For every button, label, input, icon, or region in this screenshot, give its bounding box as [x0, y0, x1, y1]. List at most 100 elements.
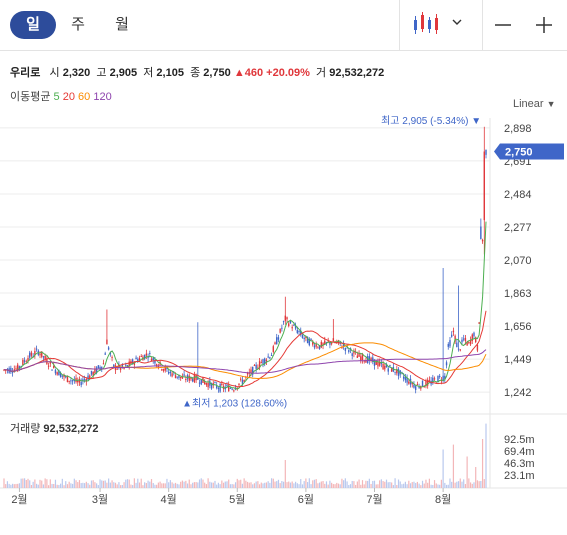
volume-bar	[471, 483, 473, 488]
candle-body	[325, 342, 328, 344]
candle-body	[252, 366, 254, 375]
tab-monthly[interactable]: 월	[115, 16, 129, 33]
price-tick-label: 1,863	[504, 288, 532, 300]
volume-bar	[241, 483, 244, 488]
candle-body	[197, 377, 199, 380]
candle-body	[313, 345, 316, 348]
volume-panel-value: 92,532,272	[43, 423, 98, 435]
ma-line-120	[3, 349, 487, 374]
volume-bar	[432, 484, 434, 488]
volume-bar	[267, 481, 269, 488]
volume-bar	[226, 481, 228, 488]
volume-tick-label: 23.1m	[504, 470, 535, 482]
divider	[399, 0, 400, 50]
volume-bar	[5, 484, 7, 488]
volume-bar	[34, 479, 36, 488]
volume-bar	[355, 484, 357, 488]
volume-bar	[252, 484, 254, 488]
candle-body	[131, 359, 134, 364]
candle-body	[90, 370, 93, 375]
candle-body	[270, 354, 273, 356]
candle-body	[485, 149, 487, 155]
volume-bar	[452, 444, 455, 488]
volume-bar	[468, 478, 470, 488]
candle-body	[466, 341, 468, 346]
candle-body	[207, 382, 209, 388]
volume-bar	[375, 484, 377, 488]
volume-bar	[121, 484, 123, 488]
candle-body	[450, 334, 453, 337]
volume-bar	[305, 478, 307, 488]
volume-bar	[270, 478, 273, 488]
volume-bar	[195, 482, 197, 488]
volume-bar	[406, 484, 408, 488]
candle-body	[303, 338, 305, 340]
tab-daily[interactable]: 일	[10, 11, 56, 39]
candle-body	[219, 384, 221, 392]
candle-body	[171, 373, 173, 377]
volume-bar	[466, 456, 468, 488]
volume-bar	[135, 482, 137, 488]
volume-bar	[418, 483, 420, 488]
chevron-down-icon[interactable]	[452, 19, 462, 25]
volume-bar	[281, 481, 283, 488]
volume-bar	[133, 478, 135, 488]
candle-body	[185, 378, 187, 380]
volume-panel-label: 거래량 92,532,272	[10, 422, 98, 435]
volume-bar	[408, 480, 410, 488]
candle-body	[312, 342, 314, 345]
volume-bar	[212, 482, 214, 488]
candle-body	[35, 348, 38, 350]
candle-body	[425, 380, 427, 387]
scale-mode-toggle[interactable]: Linear ▼	[513, 98, 556, 110]
candle-body	[116, 368, 118, 370]
x-tick-label: 8월	[435, 493, 451, 506]
candle-body	[70, 380, 72, 382]
tab-weekly[interactable]: 주	[71, 16, 85, 33]
candle-body	[330, 343, 333, 345]
volume-bar	[296, 483, 298, 488]
volume-bar	[385, 479, 388, 488]
candle-body	[42, 356, 45, 358]
candle-body	[387, 368, 389, 372]
candle-body	[125, 364, 127, 366]
volume-bar	[202, 479, 204, 488]
volume-bar	[279, 483, 281, 488]
volume-bar	[58, 484, 60, 488]
plus-icon[interactable]	[536, 17, 552, 33]
volume-bar	[3, 478, 5, 488]
price-tick-label: 2,070	[504, 255, 532, 267]
volume-bar	[228, 479, 230, 488]
close-label: 종	[190, 67, 201, 79]
candle-body	[272, 346, 275, 352]
candlestick-icon[interactable]	[414, 12, 438, 34]
candle-body	[203, 381, 206, 385]
candle-body	[437, 375, 439, 382]
x-tick-label: 2월	[11, 493, 27, 506]
open-label: 시	[49, 67, 60, 79]
volume-bar	[169, 480, 171, 488]
volume-bar	[370, 483, 372, 488]
candle-body	[150, 358, 153, 362]
candle-body	[324, 340, 326, 345]
candle-body	[18, 366, 21, 369]
candle-body	[408, 381, 410, 384]
volume-bar	[101, 480, 103, 488]
candle-body	[119, 367, 122, 370]
candle-body	[49, 361, 52, 364]
candle-body	[195, 374, 197, 381]
volume-bar	[459, 478, 461, 488]
candle-body	[483, 151, 485, 221]
volume-bar	[403, 483, 405, 488]
volume-bar	[332, 484, 334, 488]
candle-body	[423, 386, 425, 388]
candle-body	[231, 388, 233, 390]
candle-body	[56, 372, 58, 375]
candle-body	[240, 378, 242, 380]
volume-bar	[207, 478, 209, 488]
volume-bar	[156, 484, 158, 488]
candle-body	[310, 338, 312, 341]
volume-bar	[337, 483, 340, 488]
candle-body	[246, 373, 249, 375]
